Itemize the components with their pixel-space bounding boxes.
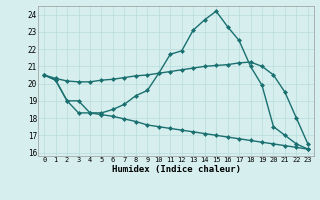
X-axis label: Humidex (Indice chaleur): Humidex (Indice chaleur) — [111, 165, 241, 174]
